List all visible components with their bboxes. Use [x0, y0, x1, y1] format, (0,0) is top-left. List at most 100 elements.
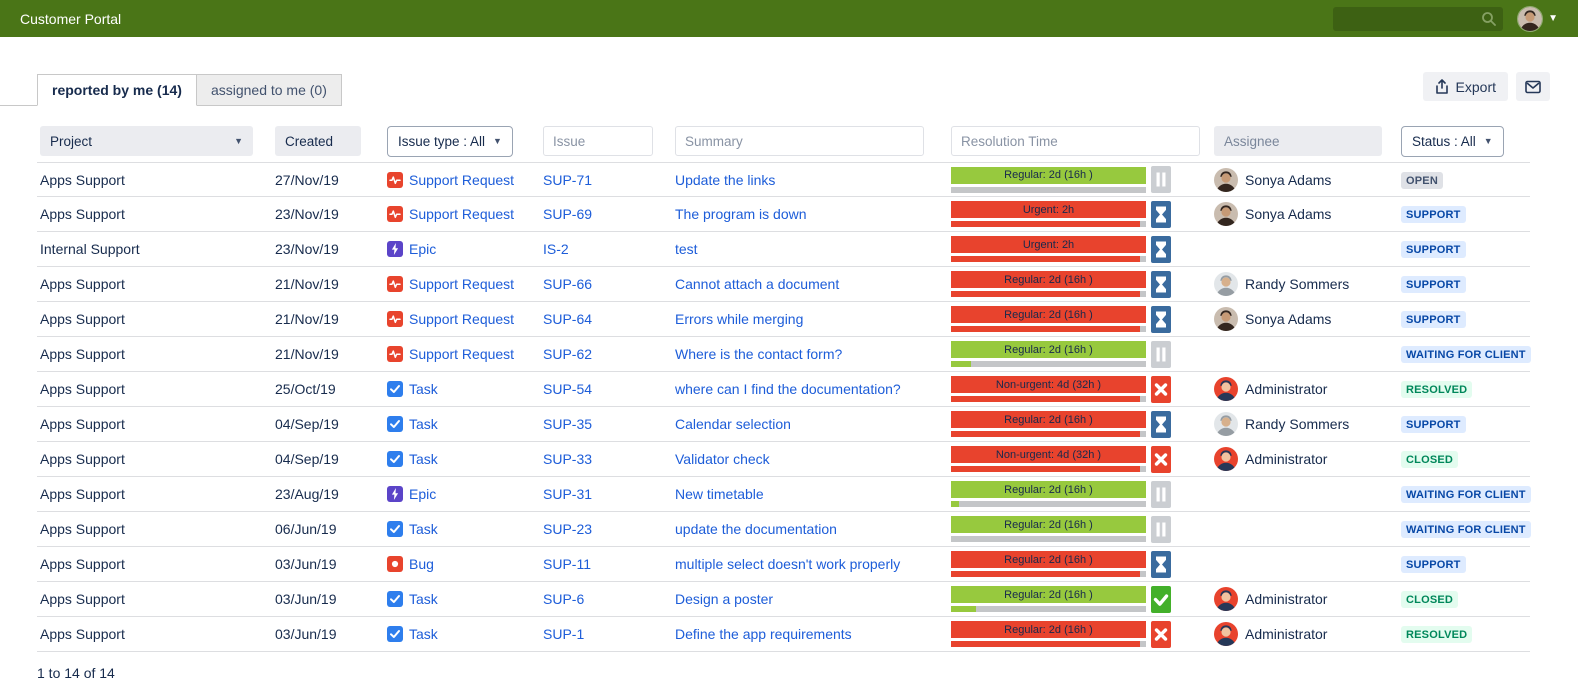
- table-row[interactable]: Apps Support 03/Jun/19 Bug SUP-11 multip…: [37, 547, 1530, 582]
- issue-summary-link[interactable]: where can I find the documentation?: [675, 381, 901, 397]
- issue-summary-link[interactable]: multiple select doesn't work properly: [675, 556, 901, 572]
- issue-type-link[interactable]: Support Request: [409, 311, 515, 327]
- resolution-time-filter-input[interactable]: [951, 126, 1200, 156]
- issue-key-link[interactable]: SUP-1: [543, 626, 585, 642]
- status-filter-select[interactable]: Status : All ▼: [1401, 125, 1504, 157]
- issue-type-link[interactable]: Task: [409, 591, 438, 607]
- project-filter-dropdown[interactable]: Project ▼: [40, 126, 253, 156]
- table-row[interactable]: Apps Support 03/Jun/19 Task SUP-1 Define…: [37, 617, 1530, 652]
- project-cell: Apps Support: [40, 451, 125, 467]
- issue-filter-input[interactable]: [543, 126, 653, 156]
- resolution-time-bar: Regular: 2d (16h ): [951, 586, 1146, 612]
- issue-key-link[interactable]: SUP-23: [543, 521, 593, 537]
- issue-key-link[interactable]: SUP-54: [543, 381, 593, 397]
- issue-type-link[interactable]: Support Request: [409, 171, 515, 188]
- assignee-name: Randy Sommers: [1245, 416, 1350, 432]
- tab-assigned-to-me[interactable]: assigned to me (0): [196, 74, 342, 106]
- issue-summary-link[interactable]: update the documentation: [675, 521, 837, 537]
- created-cell: 23/Aug/19: [275, 486, 339, 502]
- issue-key-link[interactable]: SUP-69: [543, 206, 593, 222]
- issue-type-link[interactable]: Task: [409, 381, 438, 397]
- issue-type-link[interactable]: Support Request: [409, 346, 515, 362]
- global-search-input[interactable]: [1333, 6, 1504, 31]
- table-row[interactable]: Apps Support 21/Nov/19 Support Request S…: [37, 337, 1531, 372]
- issue-summary-link[interactable]: Where is the contact form?: [675, 346, 843, 362]
- email-button[interactable]: [1516, 72, 1550, 101]
- table-row[interactable]: Apps Support 03/Jun/19 Task SUP-6 Design…: [37, 582, 1530, 617]
- issues-table: Project ▼ Created Issue type : All ▼ Ass…: [37, 120, 1531, 652]
- status-badge: SUPPORT: [1401, 206, 1466, 223]
- issue-type-link[interactable]: Task: [409, 626, 438, 642]
- issue-type-cell: Task: [384, 381, 540, 397]
- issue-summary-link[interactable]: The program is down: [675, 206, 807, 222]
- assignee-name: Administrator: [1245, 591, 1328, 607]
- top-bar: Customer Portal ▼: [0, 0, 1578, 37]
- table-row[interactable]: Apps Support 27/Nov/19 Support Request S…: [37, 162, 1530, 197]
- issue-summary-link[interactable]: Cannot attach a document: [675, 276, 840, 292]
- issue-key-link[interactable]: SUP-11: [543, 556, 591, 572]
- created-header-label: Created: [285, 133, 334, 149]
- issue-type-cell: Support Request: [384, 346, 540, 362]
- issue-type-filter-select[interactable]: Issue type : All ▼: [387, 125, 513, 157]
- issue-type-link[interactable]: Task: [409, 451, 438, 467]
- project-cell: Apps Support: [40, 626, 125, 642]
- created-cell: 23/Nov/19: [275, 241, 339, 257]
- resolution-time-bar: Regular: 2d (16h ): [951, 341, 1146, 367]
- issue-key-link[interactable]: IS-2: [543, 241, 569, 257]
- assignee-name: Administrator: [1245, 381, 1328, 397]
- issue-summary-link[interactable]: Errors while merging: [675, 311, 804, 327]
- summary-filter-input[interactable]: [675, 126, 924, 156]
- issue-summary-link[interactable]: test: [675, 241, 698, 257]
- table-row[interactable]: Internal Support 23/Nov/19 Epic IS-2 tes…: [37, 232, 1530, 267]
- issue-summary-link[interactable]: New timetable: [675, 486, 764, 502]
- table-row[interactable]: Apps Support 04/Sep/19 Task SUP-33 Valid…: [37, 442, 1530, 477]
- resolution-time-label: Regular: 2d (16h ): [951, 621, 1146, 638]
- table-row[interactable]: Apps Support 06/Jun/19 Task SUP-23 updat…: [37, 512, 1531, 547]
- table-row[interactable]: Apps Support 21/Nov/19 Support Request S…: [37, 302, 1530, 337]
- issue-summary-link[interactable]: Design a poster: [675, 591, 774, 607]
- issue-key-link[interactable]: SUP-71: [543, 171, 593, 188]
- table-row[interactable]: Apps Support 25/Oct/19 Task SUP-54 where…: [37, 372, 1530, 407]
- created-column-header[interactable]: Created: [275, 126, 361, 156]
- issue-type-link[interactable]: Support Request: [409, 206, 515, 222]
- issue-summary-link[interactable]: Define the app requirements: [675, 626, 852, 642]
- issue-key-link[interactable]: SUP-35: [543, 416, 593, 432]
- table-row[interactable]: Apps Support 23/Nov/19 Support Request S…: [37, 197, 1530, 232]
- table-row[interactable]: Apps Support 04/Sep/19 Task SUP-35 Calen…: [37, 407, 1530, 442]
- issue-type-icon: [387, 171, 403, 188]
- resolution-progress-track: [951, 536, 1146, 542]
- issue-type-link[interactable]: Bug: [409, 556, 434, 572]
- project-cell: Apps Support: [40, 556, 125, 572]
- issue-type-link[interactable]: Task: [409, 521, 438, 537]
- resolution-time-cell: Regular: 2d (16h ): [948, 550, 1211, 578]
- assignee-filter-field[interactable]: Assignee: [1214, 126, 1382, 156]
- project-cell: Apps Support: [40, 346, 125, 362]
- issue-summary-link[interactable]: Update the links: [675, 171, 776, 188]
- pagination-count: 1 to 14 of 14: [37, 665, 115, 681]
- issue-key-link[interactable]: SUP-31: [543, 486, 593, 502]
- project-cell: Apps Support: [40, 416, 125, 432]
- table-header-row: Project ▼ Created Issue type : All ▼ Ass…: [37, 120, 1530, 162]
- issue-summary-link[interactable]: Calendar selection: [675, 416, 791, 432]
- resolution-time-cell: Regular: 2d (16h ): [948, 340, 1211, 368]
- resolution-state-icon: [1151, 375, 1171, 403]
- issue-type-link[interactable]: Support Request: [409, 276, 515, 292]
- issue-key-link[interactable]: SUP-66: [543, 276, 593, 292]
- issue-type-cell: Task: [384, 626, 540, 642]
- user-menu[interactable]: ▼: [1517, 5, 1558, 32]
- issue-summary-link[interactable]: Validator check: [675, 451, 770, 467]
- issue-type-link[interactable]: Epic: [409, 241, 437, 257]
- tab-reported-by-me[interactable]: reported by me (14): [37, 74, 197, 106]
- issue-type-icon: [387, 416, 403, 432]
- table-row[interactable]: Apps Support 21/Nov/19 Support Request S…: [37, 267, 1530, 302]
- created-cell: 23/Nov/19: [275, 206, 339, 222]
- project-filter-label: Project: [50, 133, 93, 149]
- issue-key-link[interactable]: SUP-62: [543, 346, 593, 362]
- issue-key-link[interactable]: SUP-64: [543, 311, 593, 327]
- issue-type-link[interactable]: Epic: [409, 486, 437, 502]
- issue-type-link[interactable]: Task: [409, 416, 438, 432]
- export-button[interactable]: Export: [1422, 72, 1508, 101]
- issue-key-link[interactable]: SUP-6: [543, 591, 585, 607]
- issue-key-link[interactable]: SUP-33: [543, 451, 593, 467]
- table-row[interactable]: Apps Support 23/Aug/19 Epic SUP-31 New t…: [37, 477, 1531, 512]
